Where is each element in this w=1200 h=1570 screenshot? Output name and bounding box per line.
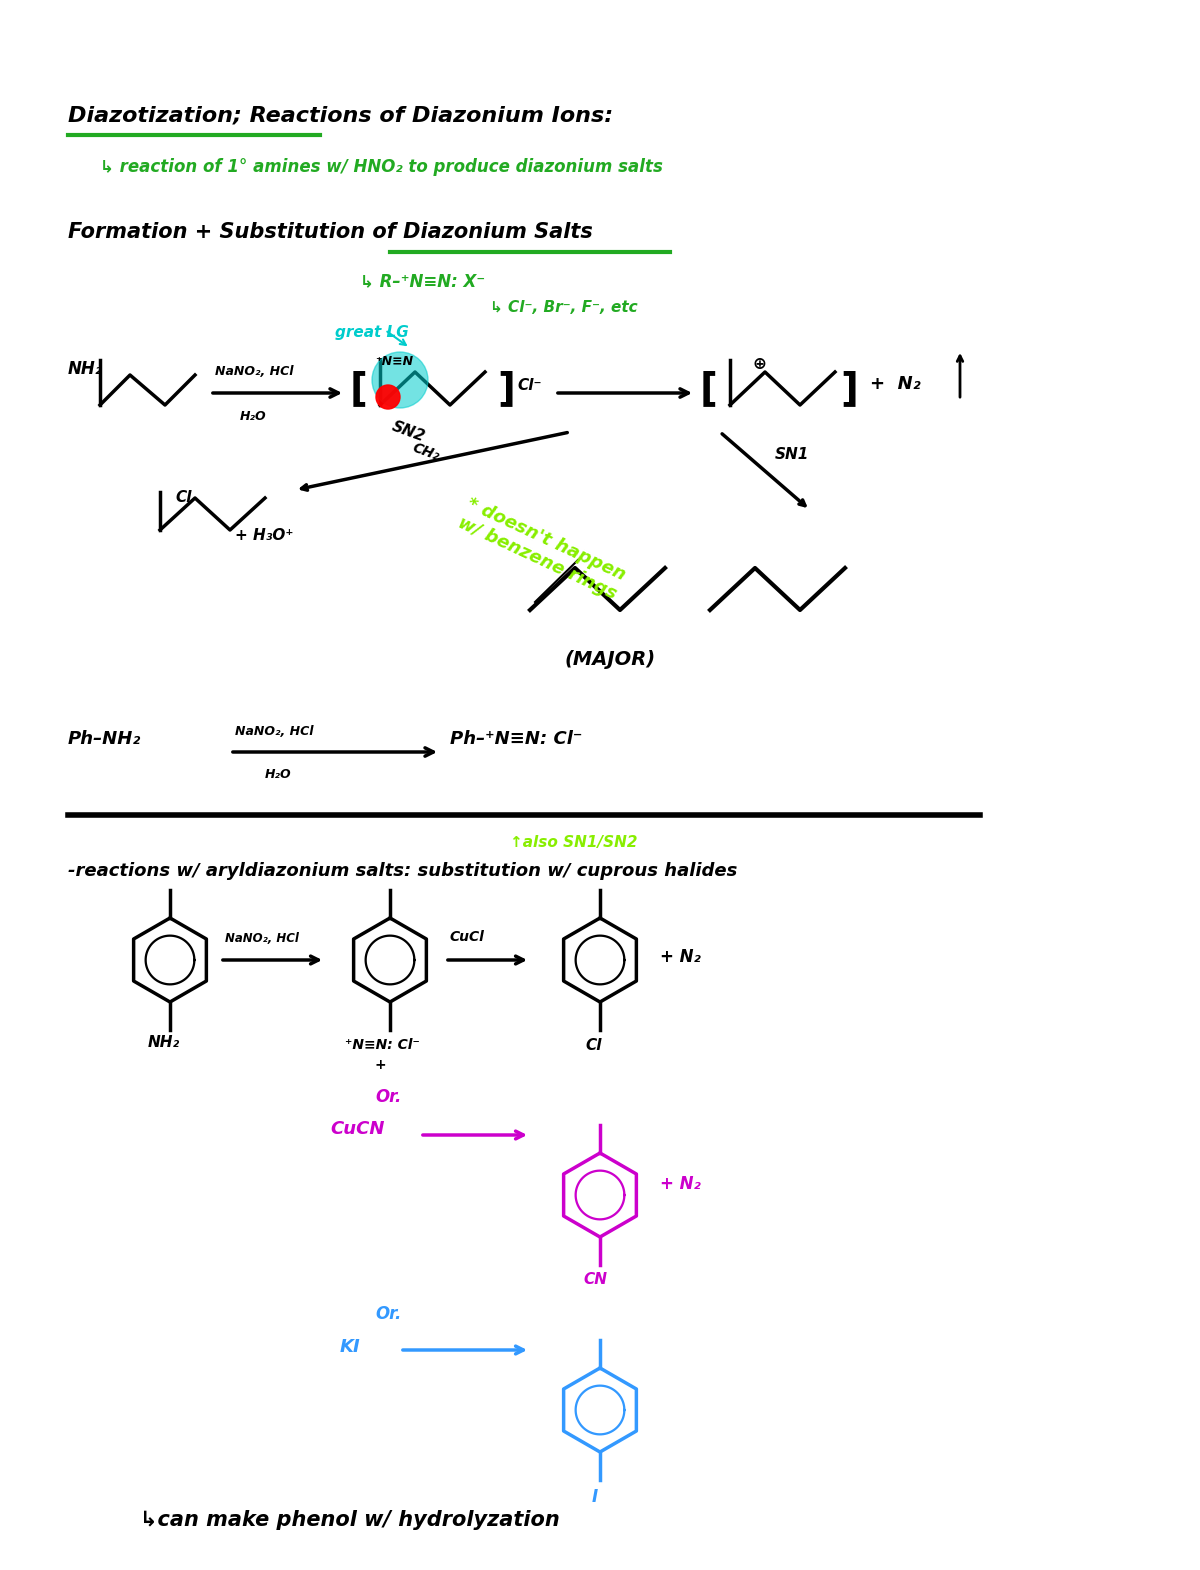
Text: + N₂: + N₂ bbox=[660, 1174, 701, 1193]
Text: [: [ bbox=[350, 371, 368, 408]
Text: Ph–NH₂: Ph–NH₂ bbox=[68, 730, 142, 747]
Text: -reactions w/ aryldiazonium salts: substitution w/ cuprous halides: -reactions w/ aryldiazonium salts: subst… bbox=[68, 862, 737, 881]
Text: +  N₂: + N₂ bbox=[870, 375, 920, 392]
Text: NH₂: NH₂ bbox=[68, 360, 103, 378]
Text: ↳can make phenol w/ hydrolyzation: ↳can make phenol w/ hydrolyzation bbox=[140, 1510, 559, 1531]
Text: SN2: SN2 bbox=[390, 419, 427, 444]
Text: Ph–⁺N≡N: Cl⁻: Ph–⁺N≡N: Cl⁻ bbox=[450, 730, 582, 747]
Circle shape bbox=[372, 352, 428, 408]
Text: Or.: Or. bbox=[374, 1088, 401, 1105]
Text: Or.: Or. bbox=[374, 1305, 401, 1324]
Circle shape bbox=[376, 385, 400, 410]
Text: + H₃O⁺: + H₃O⁺ bbox=[235, 528, 293, 543]
Text: (MAJOR): (MAJOR) bbox=[565, 650, 656, 669]
Text: Cl: Cl bbox=[586, 1038, 601, 1053]
Text: NaNO₂, HCl: NaNO₂, HCl bbox=[226, 933, 299, 945]
Text: CuCl: CuCl bbox=[450, 929, 485, 944]
Text: Diazotization; Reactions of Diazonium Ions:: Diazotization; Reactions of Diazonium Io… bbox=[68, 105, 613, 126]
Text: CH₂: CH₂ bbox=[410, 440, 440, 463]
Text: Cl: Cl bbox=[175, 490, 192, 506]
Text: + N₂: + N₂ bbox=[660, 948, 701, 966]
Text: H₂O: H₂O bbox=[265, 768, 292, 780]
Text: [: [ bbox=[700, 371, 718, 408]
Text: Formation + Substitution of Diazonium Salts: Formation + Substitution of Diazonium Sa… bbox=[68, 221, 593, 242]
Text: ]: ] bbox=[840, 371, 858, 408]
Text: NaNO₂, HCl: NaNO₂, HCl bbox=[235, 725, 313, 738]
Text: * doesn't happen
w/ benzene rings: * doesn't happen w/ benzene rings bbox=[455, 495, 629, 603]
Text: CN: CN bbox=[583, 1272, 607, 1287]
Text: ↳ reaction of 1° amines w/ HNO₂ to produce diazonium salts: ↳ reaction of 1° amines w/ HNO₂ to produ… bbox=[100, 159, 662, 176]
Text: ↳ R–⁺N≡N: X⁻: ↳ R–⁺N≡N: X⁻ bbox=[360, 272, 485, 290]
Text: ⁺N≡N: Cl⁻: ⁺N≡N: Cl⁻ bbox=[346, 1038, 420, 1052]
Text: I: I bbox=[592, 1488, 598, 1506]
Text: ]: ] bbox=[497, 371, 515, 408]
Text: great LG: great LG bbox=[335, 325, 409, 341]
Text: H₂O: H₂O bbox=[240, 410, 266, 422]
Text: KI: KI bbox=[340, 1338, 361, 1356]
Text: ⁺N≡N: ⁺N≡N bbox=[374, 355, 413, 367]
Text: Cl⁻: Cl⁻ bbox=[517, 378, 541, 392]
Text: CuCN: CuCN bbox=[330, 1119, 384, 1138]
Text: NaNO₂, HCl: NaNO₂, HCl bbox=[215, 364, 294, 378]
Text: +: + bbox=[374, 1058, 386, 1072]
Text: SN1: SN1 bbox=[775, 447, 809, 462]
Text: ⊕: ⊕ bbox=[752, 355, 766, 374]
Text: NH₂: NH₂ bbox=[148, 1035, 180, 1050]
Text: ↳ Cl⁻, Br⁻, F⁻, etc: ↳ Cl⁻, Br⁻, F⁻, etc bbox=[490, 300, 637, 316]
Text: ↑also SN1/SN2: ↑also SN1/SN2 bbox=[510, 835, 637, 849]
